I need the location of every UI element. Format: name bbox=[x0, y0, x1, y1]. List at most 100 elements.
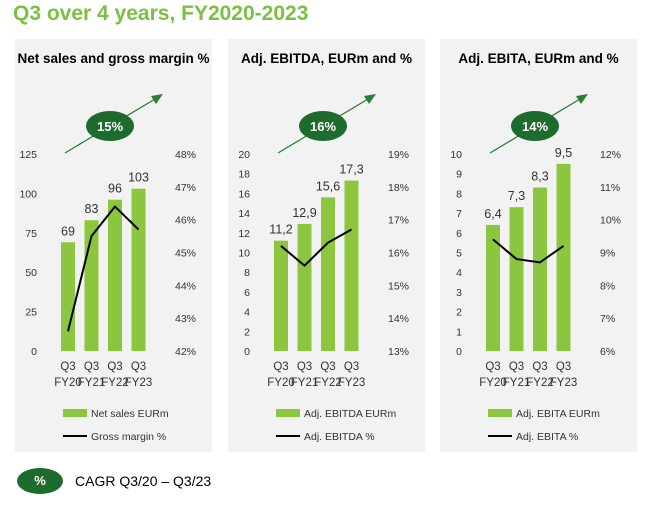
legend-label: Adj. EBITA EURm bbox=[516, 408, 600, 420]
legend-label: Gross margin % bbox=[91, 431, 166, 443]
y-left-tick-label: 2 bbox=[244, 326, 250, 338]
y-left-tick-label: 10 bbox=[450, 149, 462, 161]
bar-data-label: 15,6 bbox=[316, 179, 340, 193]
cagr-arrow-head bbox=[576, 94, 588, 104]
cagr-badge bbox=[299, 111, 347, 141]
y-left-tick-label: 0 bbox=[244, 346, 250, 358]
y-right-tick-label: 17% bbox=[388, 215, 409, 227]
y-right-tick-label: 19% bbox=[388, 149, 409, 161]
y-right-tick-label: 10% bbox=[600, 215, 621, 227]
chart-svg: 0 2 4 6 8 10 12 14 16 18 20 13% 14% 15% 16% 17% 18% 19% 11… bbox=[238, 94, 409, 443]
y-left-tick-label: 9 bbox=[456, 169, 462, 181]
y-right-tick-label: 14% bbox=[388, 313, 409, 325]
y-left-tick-label: 16 bbox=[238, 188, 250, 200]
y-right-tick-label: 12% bbox=[600, 149, 621, 161]
bar-data-label: 8,3 bbox=[531, 169, 548, 183]
bar-data-label: 11,2 bbox=[269, 223, 292, 237]
y-right-tick-label: 43% bbox=[175, 313, 196, 325]
chart-title: Adj. EBITA, EURm and % bbox=[458, 51, 619, 66]
y-right-tick-label: 47% bbox=[175, 182, 196, 194]
bar-data-label: 9,5 bbox=[555, 146, 572, 160]
cagr-arrow-head bbox=[151, 94, 163, 104]
x-tick-label: Q3 bbox=[532, 361, 547, 373]
x-tick-label: Q3 bbox=[297, 361, 312, 373]
bar bbox=[509, 207, 524, 351]
legend-label: Adj. EBITA % bbox=[516, 431, 578, 443]
y-left-tick-label: 100 bbox=[19, 188, 37, 200]
y-right-tick-label: 7% bbox=[600, 313, 615, 325]
cagr-value: 16% bbox=[310, 119, 336, 134]
y-left-tick-label: 8 bbox=[456, 188, 462, 200]
y-left-tick-label: 4 bbox=[244, 307, 250, 319]
chart-title: Adj. EBITDA, EURm and % bbox=[240, 51, 412, 66]
x-tick-label: FY22 bbox=[314, 377, 342, 389]
y-left-tick-label: 20 bbox=[238, 149, 250, 161]
y-left-tick-label: 4 bbox=[456, 267, 462, 279]
bar bbox=[486, 224, 500, 351]
x-tick-label: Q3 bbox=[107, 361, 122, 373]
x-tick-label: FY20 bbox=[54, 377, 82, 389]
cagr-value: 14% bbox=[522, 119, 548, 134]
cagr-value: 15% bbox=[97, 119, 123, 134]
y-right-tick-label: 15% bbox=[388, 280, 409, 292]
x-tick-label: Q3 bbox=[556, 361, 571, 373]
y-right-tick-label: 9% bbox=[600, 248, 615, 260]
x-tick-label: Q3 bbox=[320, 361, 335, 373]
y-left-tick-label: 7 bbox=[456, 208, 462, 220]
chart-svg: 0 1 2 3 4 5 6 7 8 9 10 6% 7% 8% 9% 10% 11% 12% 6,4 7,3 8,3 9,… bbox=[450, 94, 621, 443]
y-left-tick-label: 5 bbox=[456, 248, 462, 260]
x-tick-label: Q3 bbox=[344, 361, 359, 373]
y-right-tick-label: 16% bbox=[388, 248, 409, 260]
y-left-tick-label: 50 bbox=[25, 267, 37, 279]
cagr-badge bbox=[511, 111, 559, 141]
bar-data-label: 17,3 bbox=[339, 163, 363, 177]
x-tick-label: Q3 bbox=[485, 361, 500, 373]
line-series bbox=[492, 238, 565, 264]
bar bbox=[274, 240, 288, 351]
y-right-tick-label: 8% bbox=[600, 280, 615, 292]
cagr-badge: % bbox=[17, 468, 63, 494]
y-right-tick-label: 13% bbox=[388, 346, 409, 358]
y-left-tick-label: 10 bbox=[238, 248, 250, 260]
bar bbox=[61, 242, 75, 351]
x-tick-label: Q3 bbox=[84, 361, 99, 373]
y-right-tick-label: 48% bbox=[175, 149, 196, 161]
legend-swatch-bar bbox=[488, 409, 512, 417]
y-left-tick-label: 0 bbox=[31, 346, 37, 358]
y-left-tick-label: 6 bbox=[244, 287, 250, 299]
y-left-tick-label: 6 bbox=[456, 228, 462, 240]
x-tick-label: Q3 bbox=[509, 361, 524, 373]
line-series bbox=[67, 205, 140, 332]
bar-data-label: 96 bbox=[108, 182, 122, 196]
bar bbox=[321, 197, 335, 351]
bar-data-label: 12,9 bbox=[292, 206, 316, 220]
legend-label: Net sales EURm bbox=[91, 408, 169, 420]
cagr-badge bbox=[86, 111, 134, 141]
y-left-tick-label: 8 bbox=[244, 267, 250, 279]
legend-swatch-bar bbox=[276, 409, 300, 417]
chart-svg: 0 25 50 75 100 125 42% 43% 44% 45% 46% 47% 48% 69 83 96… bbox=[19, 94, 196, 443]
bar bbox=[344, 180, 359, 351]
bar-data-label: 6,4 bbox=[484, 207, 501, 221]
line-series bbox=[280, 228, 352, 267]
y-right-tick-label: 11% bbox=[600, 182, 620, 194]
y-right-tick-label: 45% bbox=[175, 248, 196, 260]
bar bbox=[533, 187, 547, 351]
page-title: Q3 over 4 years, FY2020-2023 bbox=[13, 2, 309, 25]
x-tick-label: FY23 bbox=[338, 377, 366, 389]
bar-data-label: 103 bbox=[128, 171, 149, 185]
chart-panel-net-sales: Net sales and gross margin % 0 25 50 75 100 1… bbox=[15, 39, 212, 452]
x-tick-label: FY21 bbox=[291, 377, 319, 389]
x-tick-label: FY20 bbox=[479, 377, 507, 389]
x-tick-label: FY21 bbox=[78, 377, 106, 389]
x-tick-label: Q3 bbox=[273, 361, 288, 373]
bar-data-label: 83 bbox=[85, 202, 99, 216]
y-left-tick-label: 125 bbox=[19, 149, 37, 161]
x-tick-label: Q3 bbox=[60, 361, 75, 373]
y-right-tick-label: 42% bbox=[175, 346, 196, 358]
y-right-tick-label: 18% bbox=[388, 182, 409, 194]
y-left-tick-label: 75 bbox=[25, 228, 37, 240]
cagr-arrow-head bbox=[364, 94, 376, 104]
bar-data-label: 7,3 bbox=[508, 189, 525, 203]
y-left-tick-label: 1 bbox=[456, 326, 462, 338]
